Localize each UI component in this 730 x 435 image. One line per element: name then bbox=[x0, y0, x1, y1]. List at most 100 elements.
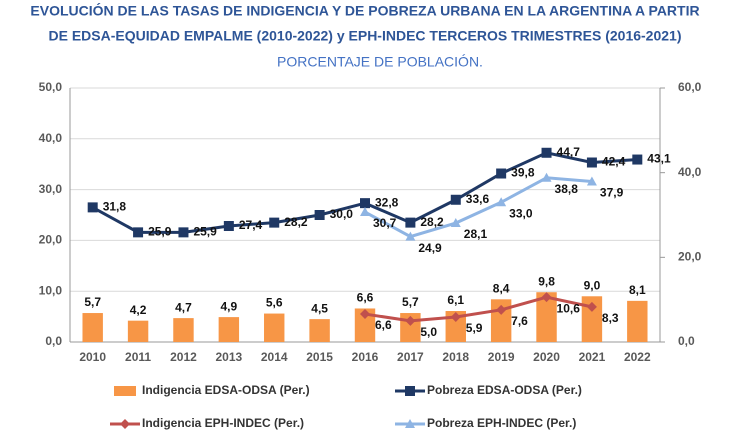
bar bbox=[264, 313, 285, 342]
bar bbox=[82, 313, 103, 342]
point bbox=[223, 221, 234, 232]
x-tick-label: 2022 bbox=[624, 350, 651, 364]
bar bbox=[536, 292, 557, 342]
data-label: 25,9 bbox=[148, 225, 172, 239]
data-label: 37,9 bbox=[600, 186, 624, 200]
data-label: 28,2 bbox=[284, 215, 308, 229]
bar bbox=[627, 300, 648, 342]
y-tick-label: 30,0 bbox=[39, 182, 63, 196]
point bbox=[87, 202, 98, 213]
y-tick-label: 40,0 bbox=[39, 131, 63, 145]
y2-tick-label: 20,0 bbox=[678, 250, 702, 264]
data-label: 33,0 bbox=[509, 206, 533, 220]
data-label: 6,6 bbox=[357, 291, 374, 305]
y-tick-label: 20,0 bbox=[39, 233, 63, 247]
line bbox=[364, 176, 593, 239]
bar bbox=[127, 320, 149, 342]
x-tick-label: 2020 bbox=[533, 350, 560, 364]
data-label: 33,6 bbox=[466, 192, 490, 206]
data-label: 28,1 bbox=[464, 227, 488, 241]
bar bbox=[354, 308, 376, 342]
data-label: 4,9 bbox=[221, 299, 238, 313]
legend-label: Indigencia EDSA-ODSA (Per.) bbox=[142, 383, 310, 397]
data-label: 5,9 bbox=[466, 321, 483, 335]
bar bbox=[309, 319, 330, 342]
point bbox=[450, 218, 461, 228]
point bbox=[586, 301, 597, 312]
point bbox=[586, 157, 597, 168]
point bbox=[405, 231, 416, 241]
point bbox=[360, 198, 370, 209]
data-label: 4,2 bbox=[130, 303, 147, 317]
legend-marker bbox=[405, 419, 415, 428]
data-label: 30,7 bbox=[373, 216, 397, 230]
data-label: 31,8 bbox=[103, 200, 127, 214]
data-label: 27,4 bbox=[239, 218, 263, 232]
data-label: 42,4 bbox=[602, 155, 626, 169]
point bbox=[178, 227, 189, 238]
data-label: 32,8 bbox=[375, 195, 399, 209]
bar bbox=[173, 318, 194, 342]
point bbox=[541, 147, 552, 158]
point bbox=[450, 312, 461, 323]
data-label: 38,8 bbox=[555, 182, 579, 196]
x-tick-label: 2012 bbox=[170, 350, 197, 364]
legend-marker bbox=[120, 419, 130, 429]
chart-title: DE EDSA-EQUIDAD EMPALME (2010-2022) y EP… bbox=[48, 28, 681, 44]
point bbox=[405, 315, 416, 326]
data-label: 4,7 bbox=[175, 300, 192, 314]
data-label: 8,3 bbox=[602, 311, 619, 325]
point bbox=[541, 292, 552, 303]
legend-marker bbox=[405, 386, 415, 396]
data-label: 44,7 bbox=[557, 145, 581, 159]
data-label: 30,0 bbox=[330, 207, 354, 221]
bar bbox=[218, 317, 240, 342]
point bbox=[133, 227, 144, 238]
data-label: 9,0 bbox=[584, 278, 601, 292]
bar bbox=[581, 296, 603, 342]
legend-label: Indigencia EPH-INDEC (Per.) bbox=[142, 416, 304, 430]
data-label: 25,9 bbox=[193, 225, 217, 239]
data-label: 24,9 bbox=[418, 241, 442, 255]
point bbox=[496, 197, 507, 207]
x-tick-label: 2018 bbox=[442, 350, 469, 364]
data-label: 4,5 bbox=[311, 301, 328, 315]
data-label: 9,8 bbox=[538, 274, 555, 288]
x-tick-label: 2017 bbox=[397, 350, 424, 364]
point bbox=[496, 168, 507, 179]
point bbox=[496, 304, 507, 315]
point bbox=[450, 194, 461, 205]
y2-tick-label: 0,0 bbox=[678, 334, 695, 348]
data-label: 8,1 bbox=[629, 283, 646, 297]
x-tick-label: 2010 bbox=[79, 350, 106, 364]
y-tick-label: 0,0 bbox=[45, 334, 62, 348]
x-tick-label: 2016 bbox=[352, 350, 379, 364]
point bbox=[314, 210, 325, 220]
data-label: 6,6 bbox=[375, 318, 392, 332]
x-tick-label: 2015 bbox=[306, 350, 333, 364]
data-label: 10,6 bbox=[557, 301, 581, 315]
point bbox=[541, 172, 552, 182]
x-tick-label: 2014 bbox=[261, 350, 288, 364]
chart-subtitle: PORCENTAJE DE POBLACIÓN. bbox=[277, 54, 483, 70]
legend-label: Pobreza EPH-INDEC (Per.) bbox=[427, 416, 576, 430]
data-label: 7,6 bbox=[511, 314, 528, 328]
data-label: 5,7 bbox=[402, 295, 419, 309]
data-label: 5,0 bbox=[420, 325, 437, 339]
chart-title: EVOLUCIÓN DE LAS TASAS DE INDIGENCIA Y D… bbox=[30, 2, 699, 19]
data-label: 5,6 bbox=[266, 296, 283, 310]
point bbox=[632, 154, 643, 165]
data-label: 28,2 bbox=[420, 215, 444, 229]
x-tick-label: 2019 bbox=[488, 350, 515, 364]
line bbox=[364, 295, 593, 323]
data-label: 5,7 bbox=[84, 295, 101, 309]
y2-tick-label: 60,0 bbox=[678, 80, 702, 94]
legend-label: Pobreza EDSA-ODSA (Per.) bbox=[427, 383, 582, 397]
point bbox=[586, 176, 597, 186]
y2-tick-label: 40,0 bbox=[678, 165, 702, 179]
point bbox=[269, 217, 280, 228]
x-tick-label: 2013 bbox=[215, 350, 242, 364]
y-tick-label: 10,0 bbox=[39, 283, 63, 297]
x-tick-label: 2011 bbox=[125, 350, 151, 364]
